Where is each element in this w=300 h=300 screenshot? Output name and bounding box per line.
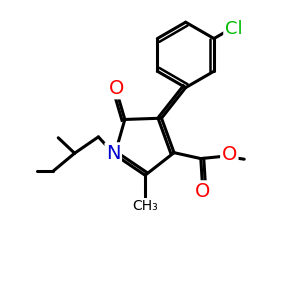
Text: Cl: Cl	[225, 20, 242, 38]
Text: N: N	[106, 144, 121, 163]
Text: O: O	[109, 79, 124, 98]
Text: CH₃: CH₃	[132, 199, 158, 213]
Text: O: O	[195, 182, 210, 201]
Text: O: O	[222, 145, 237, 164]
